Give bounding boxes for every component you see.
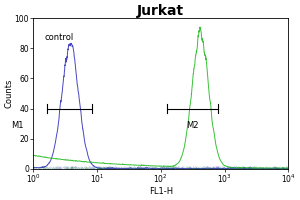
Title: Jurkat: Jurkat bbox=[137, 4, 184, 18]
Text: control: control bbox=[45, 33, 74, 42]
Text: M2: M2 bbox=[187, 121, 199, 130]
X-axis label: FL1-H: FL1-H bbox=[149, 187, 173, 196]
Y-axis label: Counts: Counts bbox=[4, 79, 13, 108]
Text: M1: M1 bbox=[11, 121, 24, 130]
